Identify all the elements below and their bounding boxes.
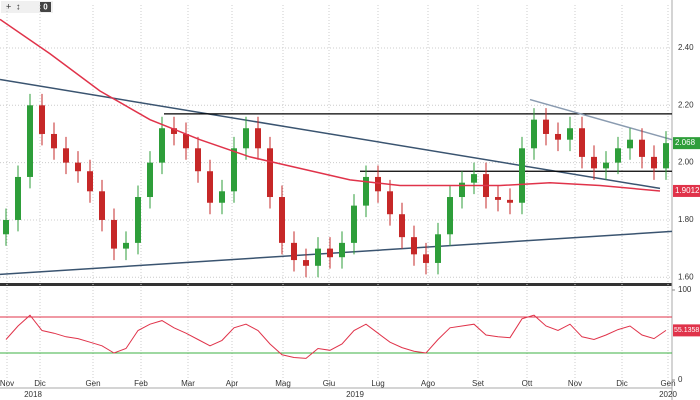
candle-body [171,128,177,134]
candle-body [351,205,357,243]
x-tick-label: Mag [275,379,291,388]
candle-body [627,139,633,149]
x-tick-label: Giu [323,379,335,388]
candle-body [327,248,333,258]
y-tick-label: 0 [678,375,683,384]
x-tick-label: Nov [568,379,582,388]
candle-body [195,148,201,172]
y-tick-label: 2.40 [678,43,694,52]
candle-body [39,105,45,134]
candle-body [243,128,249,149]
rsi-last-box [673,324,700,337]
x-tick-label: Apr [226,379,239,388]
candle-body [555,133,561,140]
year-label: 2019 [346,390,364,399]
candle-body [591,156,597,169]
candle-body [291,242,297,261]
trend-line [0,78,661,190]
last-price-box [673,137,700,150]
candle-body [159,128,165,163]
candle-body [183,133,189,149]
candle-body [99,191,105,220]
x-tick-label: Set [472,379,485,388]
candle-body [111,219,117,249]
rsi-last-label: 55.1358 [674,327,699,334]
candle-body [507,199,513,203]
x-tick-label: Gen [85,379,100,388]
candle-body [267,148,273,198]
moving-average [0,18,661,192]
candle-body [651,156,657,169]
candle-body [423,254,429,263]
x-tick-label: Mar [181,379,195,388]
candle-body [615,148,621,163]
candle-body [135,197,141,243]
candle-body [207,171,213,203]
candle-body [51,133,57,149]
candle-body [363,176,369,206]
y-tick-label: 1.80 [678,215,694,224]
candle-body [471,174,477,183]
trend-line [529,98,673,141]
x-tick-label: Ott [522,379,533,388]
year-label: 2018 [24,390,42,399]
x-tick-label: Dic [34,379,46,388]
candle-body [231,148,237,192]
candle-body [519,148,525,203]
x-tick-label: Gen [660,379,675,388]
rsi-line [5,314,667,359]
candle-body [123,242,129,249]
candle-body [603,162,609,169]
x-tick-label: Dic [616,379,628,388]
candle-body [543,119,549,134]
candle-body [279,197,285,243]
candle-body [3,219,9,235]
x-tick-label: Feb [134,379,148,388]
candle-body [303,260,309,266]
last-price-label: 2.068 [675,138,696,147]
y-tick-label: 2.00 [678,158,694,167]
candle-body [447,197,453,235]
y-tick-label: 1.60 [678,272,694,281]
candle-body [387,191,393,215]
candle-body [87,171,93,192]
candle-body [315,248,321,266]
candle-body [567,128,573,140]
y-tick-label: 100 [678,285,692,294]
candle-body [75,162,81,172]
ma-price-box [673,184,700,197]
candle-body [339,242,345,258]
ma-price-label: 1.9012 [675,186,700,195]
candle-body [375,176,381,192]
candle-body [255,128,261,149]
candle-body [663,143,669,169]
candle-body [435,234,441,263]
badge[interactable]: 0 [43,3,48,12]
x-tick-label: Ago [421,379,436,388]
candle-body [27,105,33,177]
x-tick-label: Lug [371,379,384,388]
y-tick-label: 2.20 [678,100,694,109]
candle-body [411,237,417,255]
candle-body [63,148,69,163]
panel-separator [0,283,672,286]
candle-body [495,197,501,200]
badge-box[interactable] [40,2,51,12]
candle-body [459,182,465,198]
candle-body [15,176,21,220]
candle-body [219,191,225,203]
candle-body [147,162,153,198]
candle-body [399,214,405,238]
candle-body [639,139,645,157]
candle-body [531,119,537,149]
toolbar-icon[interactable]: + [6,1,11,11]
x-tick-label: Nov [0,379,14,388]
year-label: 2020 [659,390,677,399]
toolbar-icon[interactable]: ↕ [16,1,21,11]
trend-line [0,230,673,276]
candle-body [579,128,585,157]
